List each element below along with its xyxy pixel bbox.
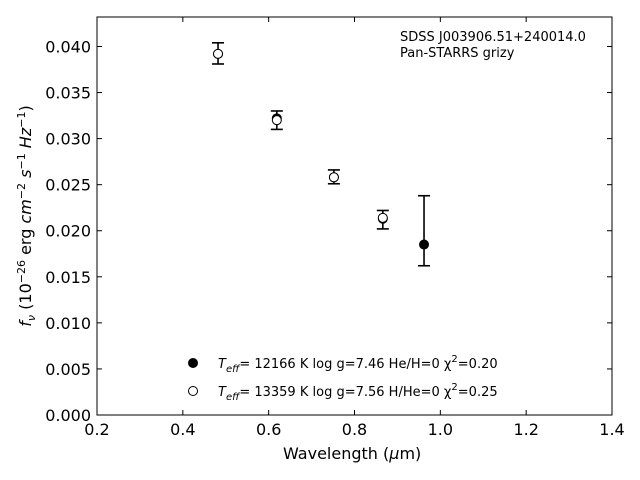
data-point-open: [377, 212, 388, 223]
annotation-line-2: Pan-STARRS grizy: [400, 46, 515, 61]
legend-entry-2: Teff= 13359 K log g=7.56 H/He=0 χ2=0.25: [218, 382, 498, 403]
x-axis-label: Wavelength (μm): [283, 444, 421, 463]
legend-marker-filled: [188, 358, 198, 368]
x-tick-label: 1.0: [428, 420, 453, 439]
y-tick-label: 0.035: [45, 84, 91, 103]
x-tick-label: 0.6: [256, 420, 281, 439]
legend: Teff= 12166 K log g=7.46 He/H=0 χ2=0.20 …: [188, 354, 498, 403]
y-tick-label: 0.040: [45, 37, 91, 56]
x-tick-label: 0.4: [170, 420, 195, 439]
legend-marker-open: [188, 386, 198, 396]
y-tick-label: 0.025: [45, 176, 91, 195]
ticks-layer: 0.2 0.4 0.6 0.8 1.0 1.2 1.4 0.000 0.005 0.010 0.01…: [45, 17, 625, 439]
y-tick-label: 0.020: [45, 222, 91, 241]
data-point-filled: [419, 239, 430, 250]
data-point-open: [328, 172, 339, 183]
legend-entry-1: Teff= 12166 K log g=7.46 He/H=0 χ2=0.20: [218, 354, 498, 375]
annotation-line-1: SDSS J003906.51+240014.0: [400, 30, 586, 45]
data-point-open: [271, 115, 282, 126]
x-tick-label: 0.8: [342, 420, 367, 439]
x-tick-label: 1.2: [513, 420, 538, 439]
x-tick-label: 1.4: [599, 420, 624, 439]
y-axis-label: fν (10−26 erg cm−2 s−1 Hz−1): [15, 105, 38, 326]
data-point-open: [213, 48, 224, 59]
plot-frame: [96, 16, 613, 416]
y-tick-label: 0.000: [45, 406, 91, 425]
y-tick-label: 0.005: [45, 360, 91, 379]
x-tick-label: 0.2: [84, 420, 109, 439]
y-tick-label: 0.010: [45, 314, 91, 333]
y-tick-label: 0.015: [45, 268, 91, 287]
y-tick-label: 0.030: [45, 130, 91, 149]
marks-layer: [212, 41, 431, 267]
